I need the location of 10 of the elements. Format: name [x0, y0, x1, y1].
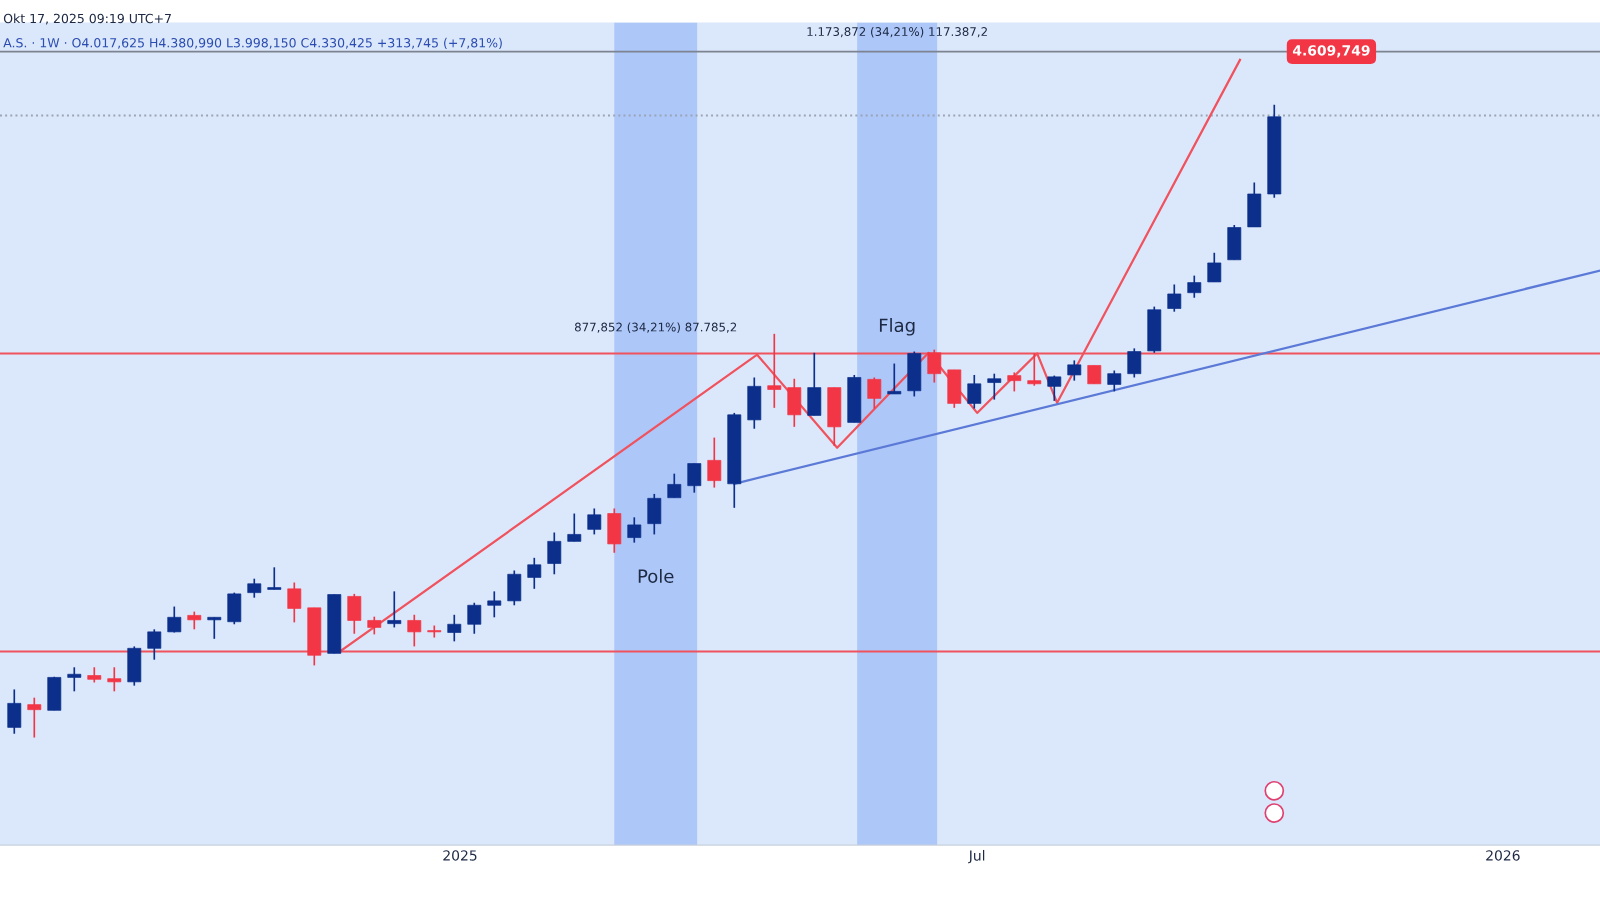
- band-label: Pole: [638, 569, 674, 583]
- annotation: 877,852 (34,21%) 87.785,2: [574, 322, 737, 333]
- band-label: Flag: [879, 318, 915, 336]
- chart-title: Okt 17, 2025 09:19 UTC+7: [3, 13, 171, 25]
- chart-subtitle: A.S. · 1W · O4.017,625 H4.380,990 L3.998,150 C4.330,425 +313,745 (+7,81%): [3, 37, 502, 49]
- text: 1.173,872 (34,21%) 117.387,2: [807, 26, 987, 38]
- x-tick-label: Jul: [968, 849, 985, 864]
- x-tick-label: 2025: [443, 850, 477, 861]
- annotation: 4.609,749: [1292, 45, 1370, 58]
- x-tick-label: 2026: [1486, 850, 1520, 861]
